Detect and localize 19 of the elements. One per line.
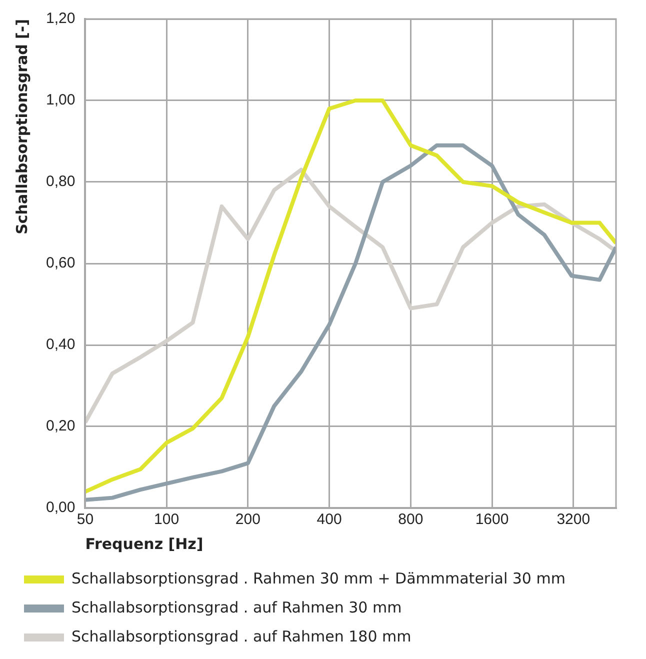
x-tick-label: 1600 (475, 511, 509, 528)
x-axis-title: Frequenz [Hz] (85, 534, 204, 553)
x-tick-label: 200 (235, 511, 260, 528)
y-tick-label: 0,20 (46, 418, 76, 435)
x-tick-label: 100 (154, 511, 180, 528)
legend-label: Schallabsorptionsgrad . auf Rahmen 30 mm (72, 598, 402, 616)
x-tick-label: 800 (398, 511, 424, 528)
y-tick-label: 1,00 (46, 92, 76, 109)
y-tick-label: 0,00 (46, 499, 76, 516)
x-tick-label: 3200 (556, 511, 590, 528)
y-tick-label: 0,60 (46, 254, 76, 272)
y-tick-label: 1,20 (46, 10, 76, 28)
y-axis-title: Schallabsorptionsgrad [-] (12, 19, 31, 234)
y-tick-label: 0,80 (46, 173, 76, 190)
legend-label: Schallabsorptionsgrad . Rahmen 30 mm + Dämmmaterial 30 mm (72, 569, 566, 588)
x-tick-label: 400 (316, 511, 342, 528)
y-tick-label: 0,40 (46, 336, 76, 354)
x-tick-label: 50 (76, 511, 94, 528)
legend-label: Schallabsorptionsgrad . auf Rahmen 180 mm (72, 627, 412, 646)
